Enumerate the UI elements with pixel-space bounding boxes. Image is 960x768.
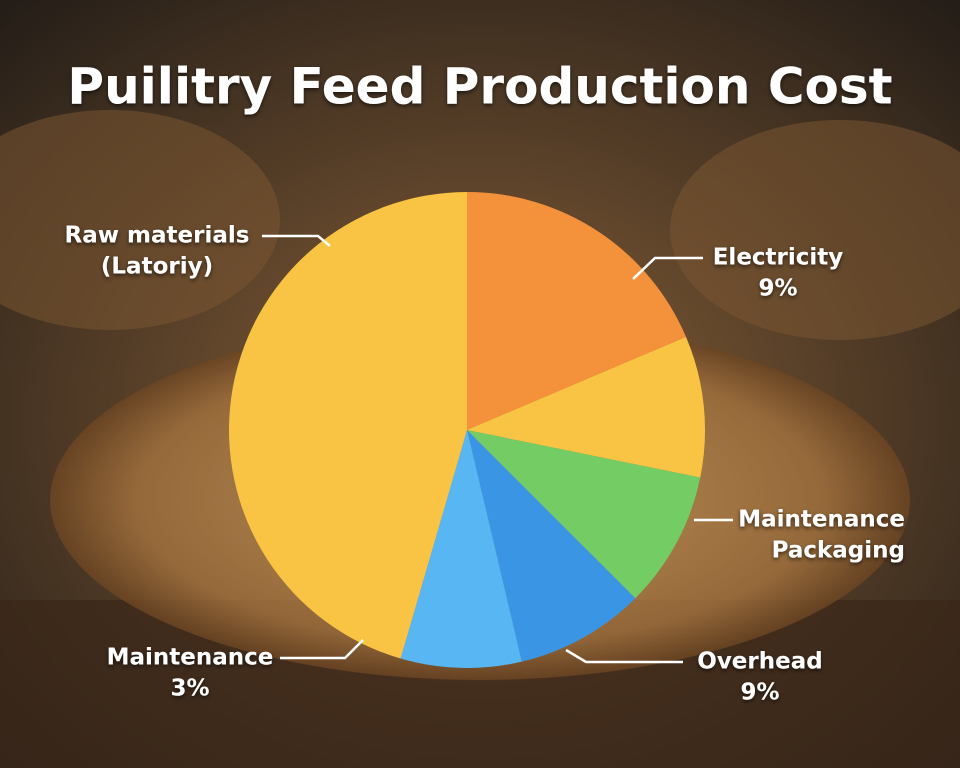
background-pie: [0, 110, 280, 330]
callout-label: Raw materials: [65, 223, 250, 249]
pie-slice: [467, 430, 701, 599]
callout-label: 9%: [740, 680, 779, 706]
callout-label: (Latoriy): [101, 254, 213, 280]
leader-line: [632, 256, 703, 280]
chart-title: Puilitry Feed Production Cost: [67, 58, 892, 116]
callout-label: 9%: [758, 276, 797, 302]
background-pie: [670, 120, 960, 340]
callout-label: Maintenance: [738, 507, 905, 533]
leader-line: [565, 648, 683, 664]
leader-line: [262, 234, 331, 247]
callouts: Raw materials (Latoriy) Electricity 9% Maint…: [65, 223, 905, 706]
pie: [228, 192, 706, 669]
pie-slice: [467, 430, 636, 662]
leader-line: [280, 639, 364, 660]
pie-slice: [400, 430, 522, 669]
callout-label: Packaging: [772, 538, 905, 564]
pie-slice: [228, 192, 467, 659]
pie-slice: [467, 192, 687, 430]
callout-label: Overhead: [697, 649, 822, 675]
pie-slice: [467, 336, 706, 478]
callout-label: Maintenance: [107, 645, 274, 671]
callout-label: Electricity: [713, 245, 844, 271]
callout-label: 3%: [170, 676, 209, 702]
